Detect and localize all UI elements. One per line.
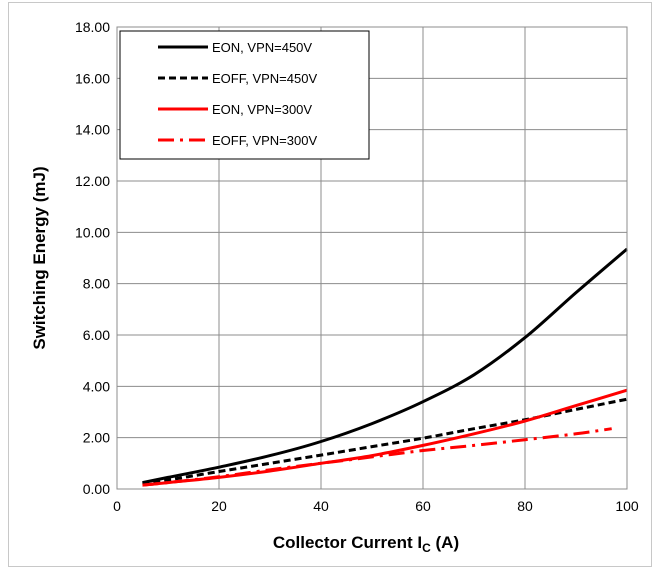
series-line [142,247,628,485]
chart-frame [8,2,652,567]
y-axis-ticks: 0.00 2.00 4.00 6.00 8.00 10.00 12.00 14.00 16.00… [75,19,110,497]
legend-label: EON, VPN=300V [212,102,312,117]
plot-area-border [116,26,628,490]
x-tick-label: 0 [113,498,121,514]
y-tick-label: 0.00 [83,481,110,497]
x-tick-label: 60 [415,498,431,514]
x-tick-label: 80 [517,498,533,514]
y-tick-label: 6.00 [83,327,110,343]
y-tick-label: 16.00 [75,70,110,86]
x-tick-label: 20 [211,498,227,514]
y-tick-label: 18.00 [75,19,110,35]
y-tick-label: 12.00 [75,173,110,189]
y-tick-label: 4.00 [83,378,110,394]
series-lines [142,247,628,487]
x-axis-title-unit: (A) [431,533,459,552]
x-axis-title: Collector Current IC (A) [273,533,459,555]
legend-label: EON, VPN=450V [212,40,312,55]
x-axis-ticks: 0 20 40 60 80 100 [113,498,639,514]
series-line [142,397,628,486]
y-axis-title: Switching Energy (mJ) [30,166,49,349]
series-line [142,427,612,487]
legend-box [119,30,370,160]
legend-label: EOFF, VPN=450V [212,71,317,86]
legend: EON, VPN=450V EOFF, VPN=450V EON, VPN=300V… [119,30,370,160]
x-tick-label: 100 [615,498,639,514]
y-tick-label: 2.00 [83,430,110,446]
y-tick-label: 14.00 [75,122,110,138]
legend-label: EOFF, VPN=300V [212,133,317,148]
y-tick-label: 8.00 [83,276,110,292]
x-axis-title-subscript: C [422,541,431,555]
x-tick-label: 40 [313,498,329,514]
y-tick-label: 10.00 [75,224,110,240]
x-axis-title-main: Collector Current I [273,533,422,552]
